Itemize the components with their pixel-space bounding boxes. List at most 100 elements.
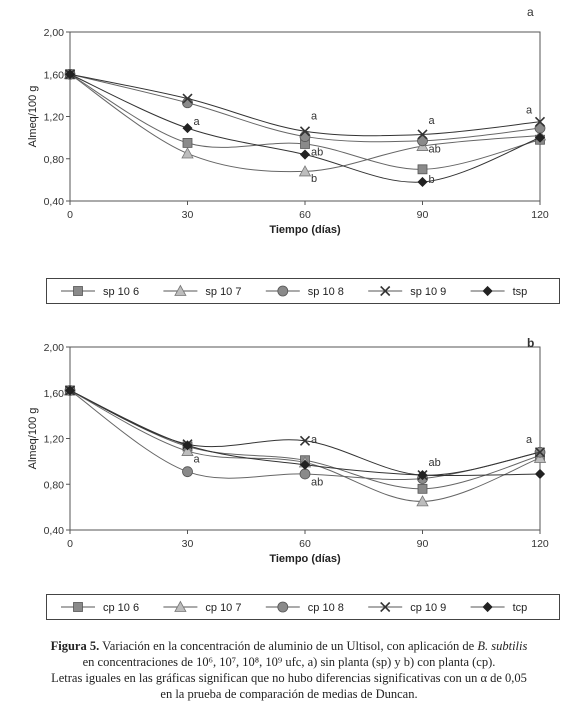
data-point-a-3-3 bbox=[417, 129, 428, 140]
x-tick-label-a: 60 bbox=[299, 209, 311, 221]
legend-marker-b-4 bbox=[482, 601, 493, 613]
legend-item-b-0: cp 10 6 bbox=[61, 602, 139, 614]
data-point-a-2-2 bbox=[299, 131, 311, 142]
legend-item-b-3: cp 10 9 bbox=[368, 601, 446, 614]
data-point-a-0-3 bbox=[417, 164, 428, 175]
data-point-b-1-1 bbox=[181, 444, 194, 456]
series-a-4 bbox=[64, 69, 546, 188]
data-point-a-4-3 bbox=[417, 176, 428, 188]
data-point-b-4-0 bbox=[64, 385, 76, 396]
data-point-a-4-1 bbox=[182, 123, 193, 134]
data-point-b-4-3 bbox=[417, 470, 428, 481]
legend-label-b-1: cp 10 7 bbox=[205, 602, 241, 614]
caption-label: Figura 5. bbox=[50, 639, 100, 653]
y-tick-label-b: 1,60 bbox=[44, 388, 65, 400]
annotation-a-2: ab bbox=[311, 147, 323, 159]
x-tick-label-b: 0 bbox=[67, 538, 73, 550]
legend-label-a-3: sp 10 9 bbox=[410, 286, 446, 298]
series-b-1 bbox=[63, 384, 547, 507]
y-axis-label-a: Almeq/100 g bbox=[27, 86, 39, 148]
legend-item-a-2: sp 10 8 bbox=[265, 285, 344, 298]
legend-marker-b-1 bbox=[174, 600, 187, 612]
y-tick-label-a: 1,60 bbox=[44, 69, 65, 81]
y-tick-label-b: 0,80 bbox=[44, 479, 65, 491]
data-point-b-2-2 bbox=[299, 468, 311, 480]
data-point-a-4-2 bbox=[299, 149, 311, 160]
legend-label-a-4: tsp bbox=[513, 286, 528, 298]
data-point-b-1-3 bbox=[416, 495, 429, 507]
y-tick-label-a: 1,20 bbox=[44, 112, 65, 124]
series-a-3 bbox=[64, 69, 546, 140]
x-axis-label-b: Tiempo (días) bbox=[269, 553, 341, 565]
legend-a-items: sp 10 6 sp 10 7 sp 10 8 sp 10 9 tsp bbox=[61, 284, 528, 298]
data-point-b-4-4 bbox=[534, 468, 546, 480]
y-axis-label-b: Almeq/100 g bbox=[27, 408, 39, 470]
legend-item-a-0: sp 10 6 bbox=[61, 286, 139, 298]
data-point-b-4-1 bbox=[182, 440, 193, 451]
panel-letter-b: b bbox=[527, 336, 534, 350]
legend-marker-b-0 bbox=[73, 602, 83, 612]
annotation-b-0: a bbox=[194, 454, 201, 466]
caption-line3: Letras iguales en las gráficas significa… bbox=[51, 671, 527, 685]
legend-marker-a-2 bbox=[277, 285, 289, 297]
x-axis-label-a: Tiempo (días) bbox=[269, 224, 341, 236]
legend-a: sp 10 6 sp 10 7 sp 10 8 sp 10 9 tsp bbox=[46, 278, 560, 304]
legend-item-b-4: tcp bbox=[470, 601, 528, 614]
legend-label-a-2: sp 10 8 bbox=[308, 286, 344, 298]
data-point-a-3-2 bbox=[299, 126, 311, 137]
legend-marker-b-3 bbox=[380, 601, 391, 613]
series-b-4 bbox=[64, 385, 546, 481]
legend-label-a-1: sp 10 7 bbox=[205, 286, 241, 298]
legend-label-b-3: cp 10 9 bbox=[410, 602, 446, 614]
y-tick-label-b: 1,20 bbox=[44, 434, 65, 446]
annotation-a-4: a bbox=[429, 115, 436, 127]
data-point-a-3-1 bbox=[182, 93, 193, 104]
data-point-b-0-3 bbox=[417, 483, 428, 494]
data-point-a-3-4 bbox=[534, 116, 546, 127]
legend-marker-a-1 bbox=[174, 284, 187, 296]
data-point-a-0-1 bbox=[182, 138, 193, 148]
legend-label-b-2: cp 10 8 bbox=[308, 602, 344, 614]
annotation-a-6: b bbox=[429, 174, 435, 186]
plot-frame-b bbox=[69, 346, 541, 531]
annotation-a-0: a bbox=[194, 116, 201, 128]
x-tick-label-b: 120 bbox=[531, 538, 549, 550]
chart-a: a 0,40 0,80 1,20 1,60 2,00 0 30 60 90 120 Tiempo (d… bbox=[27, 5, 549, 236]
legend-b-items: cp 10 6 cp 10 7 cp 10 8 cp 10 9 tcp bbox=[61, 600, 528, 614]
legend-marker-a-4 bbox=[482, 285, 493, 297]
y-tick-label-a: 0,40 bbox=[44, 196, 65, 208]
caption-species: B. subtilis bbox=[477, 639, 528, 653]
legend-label-a-0: sp 10 6 bbox=[103, 286, 139, 298]
data-point-b-2-1 bbox=[182, 466, 193, 478]
y-tick-label-a: 2,00 bbox=[44, 27, 65, 39]
x-tick-label-a: 120 bbox=[531, 209, 549, 221]
x-tick-label-a: 30 bbox=[182, 209, 194, 221]
y-tick-label-b: 0,40 bbox=[44, 525, 65, 537]
annotation-a-7: a bbox=[526, 104, 533, 116]
legend-label-b-0: cp 10 6 bbox=[103, 602, 139, 614]
x-tick-label-b: 60 bbox=[299, 538, 311, 550]
data-point-a-2-3 bbox=[417, 135, 428, 147]
annotation-a-1: a bbox=[311, 111, 318, 123]
x-tick-label-b: 90 bbox=[417, 538, 429, 550]
legend-marker-a-3 bbox=[380, 285, 391, 297]
data-point-a-1-2 bbox=[298, 165, 312, 177]
series-a-2 bbox=[64, 68, 546, 147]
legend-item-b-2: cp 10 8 bbox=[265, 601, 344, 614]
legend-label-b-4: tcp bbox=[513, 602, 528, 614]
annotation-b-1: a bbox=[311, 434, 318, 446]
caption-line1: Variación en la concentración de alumini… bbox=[99, 639, 478, 653]
annotation-b-2: ab bbox=[311, 476, 323, 488]
data-point-a-4-4 bbox=[534, 132, 546, 143]
annotation-a-3: b bbox=[311, 173, 317, 185]
caption-line4: en la prueba de comparación de medias de… bbox=[160, 687, 418, 701]
legend-marker-b-2 bbox=[277, 601, 289, 613]
legend-item-a-1: sp 10 7 bbox=[163, 284, 241, 298]
annotation-a-5: ab bbox=[429, 143, 441, 155]
series-line-b-1 bbox=[69, 390, 541, 502]
chart-b: b 0,40 0,80 1,20 1,60 2,00 0 30 60 90 120 Tiempo (d… bbox=[27, 336, 549, 565]
data-point-b-3-4 bbox=[534, 447, 546, 458]
series-a-1 bbox=[63, 67, 547, 177]
legend-item-a-3: sp 10 9 bbox=[368, 285, 446, 298]
data-point-a-4-0 bbox=[64, 69, 76, 80]
